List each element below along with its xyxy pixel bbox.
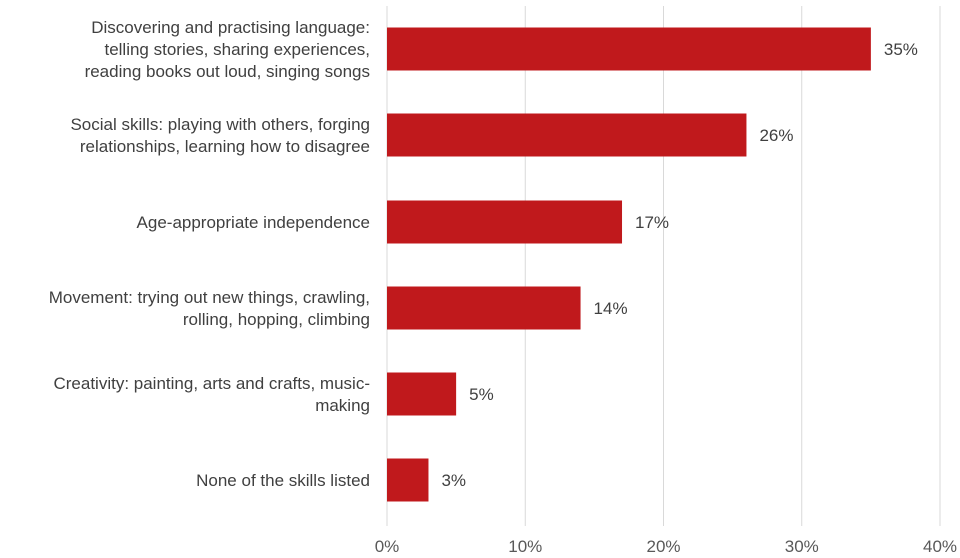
category-label-line: Creativity: painting, arts and crafts, m… (53, 374, 370, 393)
x-tick-label: 20% (646, 537, 680, 556)
category-labels: Discovering and practising language: tell… (49, 18, 370, 490)
x-tick-label: 10% (508, 537, 542, 556)
x-tick-label: 30% (785, 537, 819, 556)
bar (387, 458, 429, 502)
category-label-line: Age-appropriate independence (137, 213, 370, 232)
value-label: 17% (635, 213, 669, 232)
category-label-line: relationships, learning how to disagree (80, 137, 370, 156)
category-label: Social skills: playing with others, forg… (70, 115, 370, 156)
category-label-line: None of the skills listed (196, 471, 370, 490)
value-label: 35% (884, 40, 918, 59)
category-label-line: Social skills: playing with others, forg… (70, 115, 370, 134)
value-label: 14% (594, 299, 628, 318)
category-label: Creativity: painting, arts and crafts, m… (53, 374, 370, 415)
bar (387, 200, 623, 244)
x-axis-tick-labels: 0% 10% 20% 30% 40% (375, 537, 957, 556)
bar (387, 27, 871, 71)
category-label-line: Discovering and practising language: (91, 18, 370, 37)
category-label: None of the skills listed (196, 471, 370, 490)
category-label-line: reading books out loud, singing songs (85, 62, 370, 81)
x-tick-label: 40% (923, 537, 957, 556)
category-label: Age-appropriate independence (137, 213, 370, 232)
category-label-line: rolling, hopping, climbing (183, 310, 370, 329)
category-label: Movement: trying out new things, crawlin… (49, 288, 370, 329)
bars (387, 27, 871, 502)
category-label-line: telling stories, sharing experiences, (104, 40, 370, 59)
gridlines (386, 6, 941, 526)
value-label: 5% (469, 385, 494, 404)
category-label-line: Movement: trying out new things, crawlin… (49, 288, 370, 307)
bar (387, 372, 457, 416)
value-labels: 35% 26% 17% 14% 5% 3% (441, 40, 917, 490)
value-label: 26% (759, 126, 793, 145)
category-label-line: making (315, 396, 370, 415)
x-tick-label: 0% (375, 537, 400, 556)
value-label: 3% (441, 471, 466, 490)
category-label: Discovering and practising language: tell… (85, 18, 370, 81)
bar (387, 286, 581, 330)
bar (387, 113, 747, 157)
